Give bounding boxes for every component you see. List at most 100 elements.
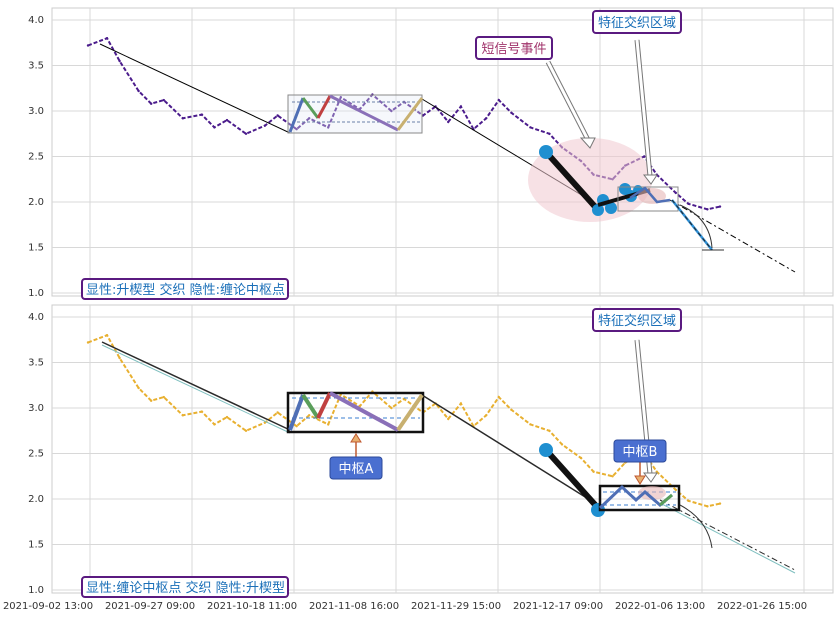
bottom-price-point-41 [718, 502, 722, 505]
top-zigzag-green [301, 97, 320, 119]
bottom-y-tick-2: 2.0 [28, 494, 44, 505]
short-signal-ellipse [528, 138, 652, 222]
top-pivot-box [287, 94, 423, 134]
bottom-price-point-14 [308, 414, 311, 417]
bottom-zigzag-blue [288, 394, 305, 431]
bottom-feature-label: 特征交织区域 [598, 313, 676, 329]
pivot-a-label: 中枢A [339, 462, 374, 477]
top-trend-line-1 [99, 43, 291, 134]
top-y-tick-3: 2.5 [28, 152, 44, 163]
top-y-tick-5: 3.5 [28, 61, 44, 72]
bottom-price-point-37 [655, 470, 658, 473]
bottom-trend-line-3b [659, 502, 796, 574]
bottom-price-point-34 [611, 475, 614, 478]
bottom-price-point-33 [592, 470, 595, 473]
top-price-point-13 [295, 128, 298, 131]
top-price-point-14 [308, 117, 311, 120]
top-price-point-39 [687, 202, 690, 205]
short-signal-arrowhead [579, 137, 596, 149]
bottom-panel-label: 显性:缠论中枢点 交织 隐性:升楔型 [86, 580, 285, 596]
bottom-trend-line-2 [421, 394, 599, 506]
top-right-zigzag [629, 186, 671, 204]
top-blue-dot-4 [605, 202, 617, 214]
bottom-blue-dot-1 [539, 443, 553, 457]
top-tail-dash [671, 199, 713, 251]
bottom-price-point-23 [447, 417, 450, 421]
bottom-zigzag-green [301, 393, 320, 420]
top-price-point-3 [137, 89, 140, 93]
bottom-price-point-5 [162, 395, 165, 399]
bottom-price-point-10 [244, 429, 248, 432]
bottom-y-tick-4: 3.0 [28, 403, 44, 414]
top-price-point-12 [276, 114, 279, 117]
short-signal-arrow-inner [546, 61, 590, 141]
top-y-tick-2: 2.0 [28, 197, 44, 208]
bottom-price-point-19 [390, 406, 393, 410]
bottom-price-point-13 [295, 425, 298, 428]
top-blue-dot-2 [592, 204, 604, 216]
top-price-point-6 [181, 117, 184, 120]
bottom-gridlines [52, 305, 833, 593]
bottom-y-tick-3: 2.5 [28, 449, 44, 460]
top-price-point-9 [225, 118, 229, 122]
bottom-zigzag-tan [396, 393, 424, 432]
top-feature-arrow-inner [635, 39, 652, 177]
bottom-price-point-0 [86, 341, 90, 344]
top-y-tick-0: 1.0 [28, 288, 44, 299]
top-price-point-5 [162, 98, 165, 102]
top-panel-label: 显性:升楔型 交织 隐性:缠论中枢点 [86, 282, 285, 298]
top-curved-arrow [679, 204, 713, 249]
bottom-price-point-6 [181, 414, 184, 417]
short-signal-callout: 短信号事件 [475, 36, 553, 60]
bottom-price-point-29 [529, 423, 532, 426]
bottom-price-point-31 [560, 443, 564, 446]
top-price-point-29 [529, 126, 532, 129]
bottom-price-point-32 [579, 456, 583, 460]
top-price-point-0 [86, 44, 90, 47]
top-price-point-38 [674, 191, 677, 195]
top-price-point-40 [706, 208, 709, 211]
bottom-feature-arrowhead [642, 472, 658, 483]
bottom-price-point-12 [276, 411, 279, 414]
top-feature-arrowhead [642, 174, 658, 185]
bottom-price-point-39 [687, 499, 690, 502]
top-zigzag-tan [396, 97, 424, 131]
bottom-y-tick-1: 1.5 [28, 540, 44, 551]
top-small-pivot-box [617, 186, 679, 212]
bottom-price-point-40 [706, 505, 709, 508]
top-price-point-7 [200, 113, 203, 116]
bottom-zigzag-red [316, 392, 332, 419]
bottom-trend-line-1 [101, 341, 291, 431]
top-price-point-1 [105, 37, 109, 40]
top-price-point-19 [390, 109, 393, 113]
bottom-y-tick-5: 3.5 [28, 358, 44, 369]
pivot-b-highlight [638, 486, 666, 500]
top-price-point-24 [459, 105, 463, 108]
top-zigzag-red [316, 95, 332, 119]
bottom-price-point-2 [118, 356, 121, 360]
top-trend-line-3 [669, 199, 796, 273]
bottom-price-point-15 [327, 423, 330, 426]
top-price-point-10 [244, 132, 248, 135]
bottom-y-tick-0: 1.0 [28, 585, 44, 596]
bottom-price-point-4 [150, 399, 153, 402]
x-tick-7: 2022-01-26 15:00 [717, 601, 807, 612]
top-heavy-drop [543, 149, 601, 213]
top-price-point-15 [327, 126, 330, 129]
pivot-a-pointer-head [350, 433, 362, 443]
x-tick-5: 2021-12-17 09:00 [513, 601, 603, 612]
pivot-b-callout: 中枢B [613, 439, 667, 463]
top-price-point-23 [447, 120, 450, 124]
top-zigzag-purple [329, 94, 399, 132]
bottom-price-point-24 [459, 402, 463, 405]
pivot-a-callout: 中枢A [329, 456, 383, 480]
x-tick-2: 2021-10-18 11:00 [207, 601, 297, 612]
bottom-trend-line-3 [659, 499, 796, 571]
bottom-price-point-3 [137, 386, 140, 390]
bottom-price-point-7 [200, 410, 203, 413]
bottom-price-point-26 [485, 414, 488, 417]
x-tick-0: 2021-09-02 13:00 [3, 601, 93, 612]
top-price-point-26 [485, 117, 488, 120]
x-tick-4: 2021-11-29 15:00 [411, 601, 501, 612]
